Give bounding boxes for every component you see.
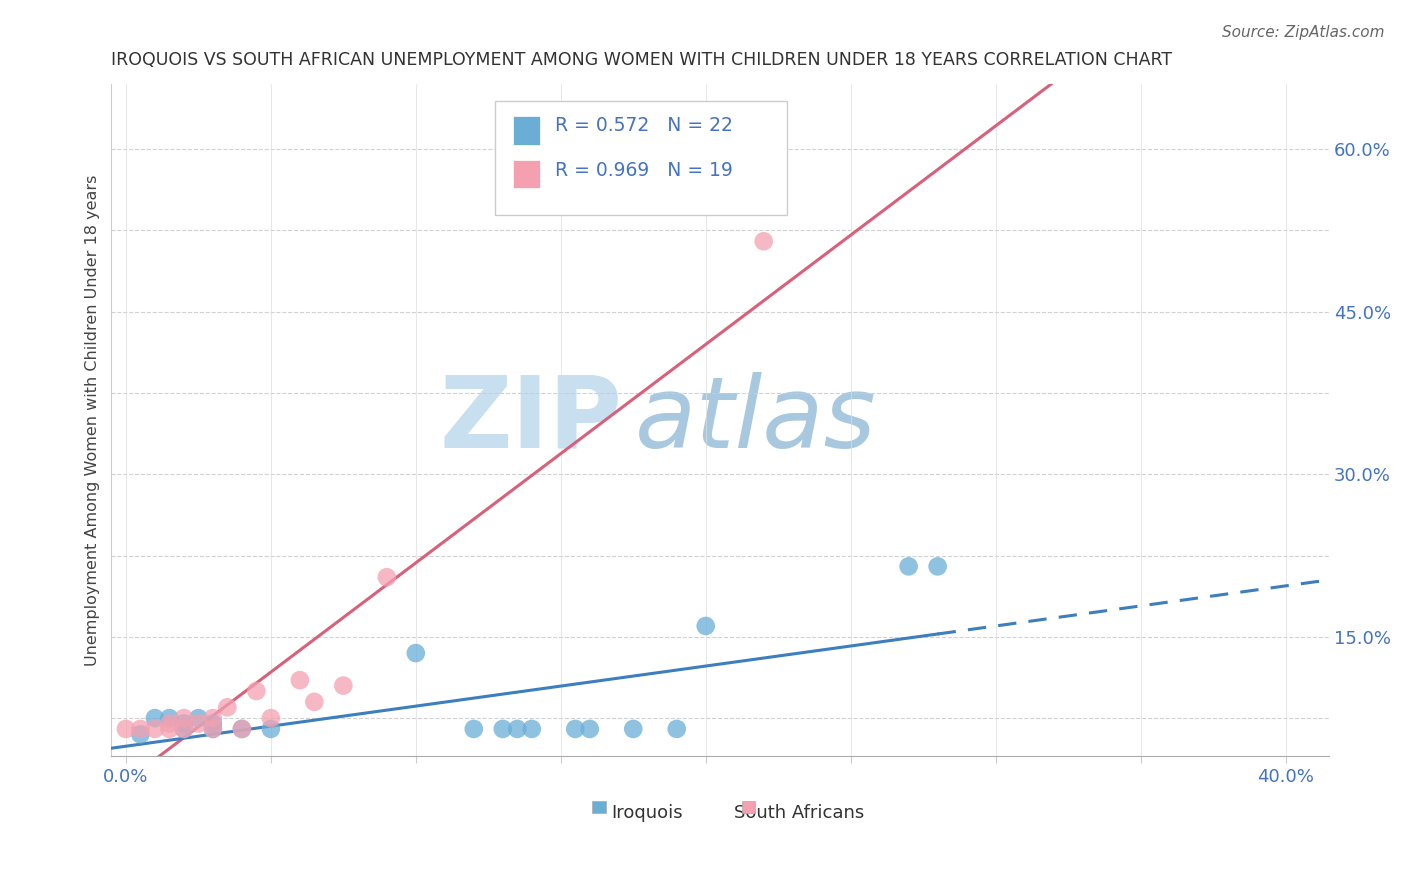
Point — [506, 722, 529, 736]
Point — [375, 570, 398, 584]
Point — [231, 722, 253, 736]
Point — [492, 722, 515, 736]
Point — [143, 711, 166, 725]
Point — [564, 722, 586, 736]
Text: Source: ZipAtlas.com: Source: ZipAtlas.com — [1222, 25, 1385, 40]
FancyBboxPatch shape — [495, 101, 787, 215]
Point — [695, 619, 717, 633]
Text: R = 0.572   N = 22: R = 0.572 N = 22 — [554, 116, 733, 136]
Text: ZIP: ZIP — [440, 372, 623, 468]
Point — [304, 695, 326, 709]
Text: R = 0.969   N = 19: R = 0.969 N = 19 — [554, 161, 733, 179]
Bar — [742, 801, 755, 814]
Point — [173, 722, 195, 736]
Point — [115, 722, 138, 736]
Point — [129, 727, 152, 741]
Point — [157, 716, 180, 731]
Point — [578, 722, 600, 736]
Text: IROQUOIS VS SOUTH AFRICAN UNEMPLOYMENT AMONG WOMEN WITH CHILDREN UNDER 18 YEARS : IROQUOIS VS SOUTH AFRICAN UNEMPLOYMENT A… — [111, 51, 1173, 69]
Point — [665, 722, 688, 736]
Point — [129, 722, 152, 736]
Point — [173, 722, 195, 736]
Point — [201, 722, 224, 736]
Point — [231, 722, 253, 736]
Point — [288, 673, 311, 688]
Point — [752, 234, 775, 248]
Point — [187, 711, 209, 725]
Point — [520, 722, 543, 736]
Point — [260, 711, 283, 725]
Point — [157, 711, 180, 725]
Text: South Africans: South Africans — [734, 805, 865, 822]
Point — [463, 722, 485, 736]
Text: Iroquois: Iroquois — [612, 805, 683, 822]
Point — [187, 716, 209, 731]
Point — [927, 559, 949, 574]
Point — [201, 716, 224, 731]
Point — [260, 722, 283, 736]
Point — [405, 646, 427, 660]
Point — [897, 559, 920, 574]
Y-axis label: Unemployment Among Women with Children Under 18 years: Unemployment Among Women with Children U… — [86, 175, 100, 665]
Point — [201, 711, 224, 725]
Text: atlas: atlas — [636, 372, 876, 468]
Bar — [513, 116, 540, 145]
Point — [173, 716, 195, 731]
Point — [201, 722, 224, 736]
Point — [173, 711, 195, 725]
Point — [245, 684, 267, 698]
Point — [332, 679, 354, 693]
Point — [217, 700, 239, 714]
Point — [157, 722, 180, 736]
Bar — [592, 801, 606, 814]
Point — [621, 722, 644, 736]
Point — [143, 722, 166, 736]
Bar — [513, 160, 540, 188]
